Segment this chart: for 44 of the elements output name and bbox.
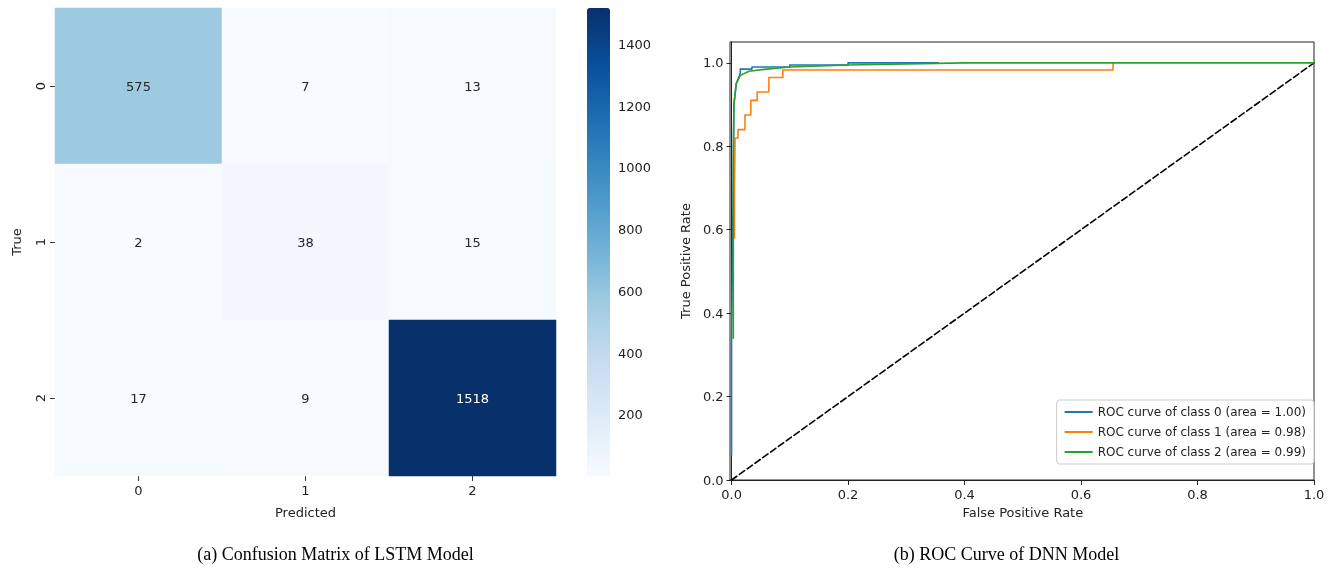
x-axis-title: Predicted [274, 505, 337, 520]
data-label: 2 [134, 234, 143, 250]
data-label: 15 [464, 234, 481, 250]
y-axis-title: True [9, 228, 24, 257]
color-bar-label: 1000 [618, 160, 652, 176]
y-tick-label: 0.4 [702, 305, 724, 321]
y-tick-label: 2 [33, 393, 48, 403]
x-axis-title: False Positive Rate [962, 505, 1084, 520]
y-tick-label: 0.6 [702, 222, 724, 238]
y-tick-label: 0.2 [702, 389, 724, 405]
legend-label: ROC curve of class 2 (area = 0.99) [1097, 445, 1306, 459]
x-tick-label: 0.8 [1187, 487, 1208, 502]
x-tick-label: 2 [468, 483, 477, 498]
x-tick-label: 1.0 [1303, 487, 1325, 502]
data-label: 13 [464, 78, 481, 94]
text: (a) Confusion Matrix of LSTM Model [197, 544, 474, 565]
legend-label: ROC curve of class 0 (area = 1.00) [1097, 405, 1306, 419]
y-tick-label: 1.0 [702, 55, 724, 71]
data-label: 9 [301, 390, 310, 406]
text: (b) ROC Curve of DNN Model [893, 544, 1120, 565]
x-tick-label: 1 [301, 483, 310, 498]
color-bar-label: 1200 [618, 98, 652, 114]
x-tick-label: 0.0 [721, 487, 742, 502]
y-axis-title: True Positive Rate [678, 203, 693, 320]
y-tick-label: 1 [33, 237, 48, 247]
data-label: 575 [126, 78, 151, 94]
y-tick-label: 0.8 [702, 138, 724, 154]
color-bar-label: 400 [618, 345, 643, 361]
y-tick-label: 0.0 [702, 472, 724, 488]
data-label: 7 [301, 78, 310, 94]
data-label: 38 [297, 234, 314, 250]
color-bar-label: 800 [618, 222, 643, 238]
x-tick-label: 0.2 [837, 487, 859, 502]
data-label: 17 [130, 390, 147, 406]
color-bar-label: 1400 [618, 36, 652, 52]
data-label: 1518 [455, 390, 490, 406]
color-bar-label: 200 [618, 407, 643, 423]
color-bar-label: 600 [618, 283, 643, 299]
x-tick-label: 0.6 [1070, 487, 1092, 502]
legend-label: ROC curve of class 1 (area = 0.98) [1097, 425, 1306, 439]
x-tick-label: 0.4 [954, 487, 975, 502]
line-series [732, 62, 1315, 339]
x-tick-label: 0 [134, 483, 143, 498]
y-tick-label: 0 [33, 81, 48, 91]
